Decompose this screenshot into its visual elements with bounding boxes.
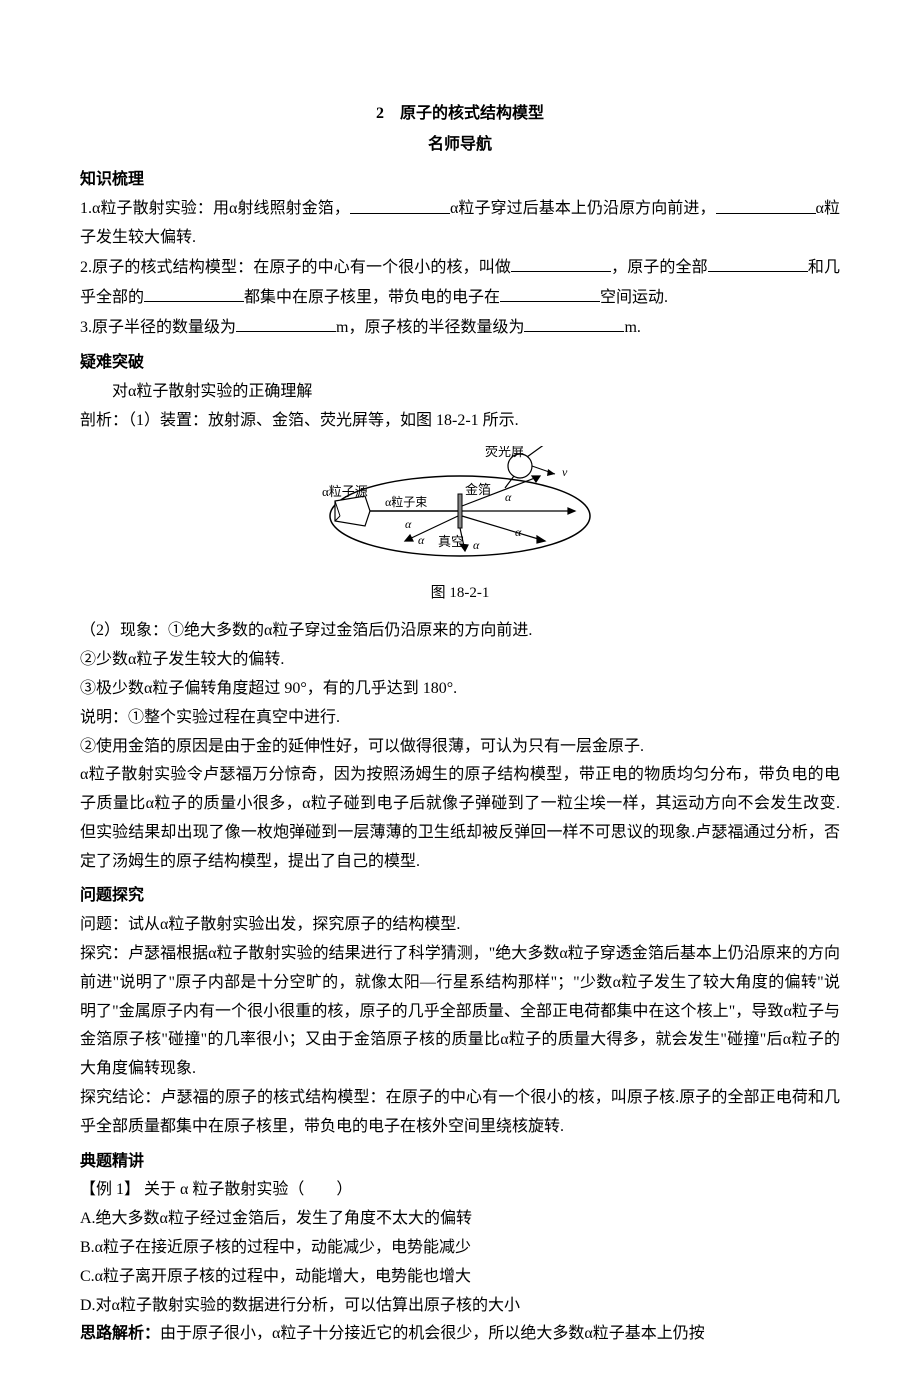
label-foil: 金箔 — [465, 482, 491, 497]
text-segment: m. — [624, 319, 640, 336]
gold-foil-icon — [458, 494, 462, 528]
phenomena-label: （2）现象： — [80, 622, 168, 639]
option-b: B.α粒子在接近原子核的过程中，动能减少，电势能减少 — [80, 1234, 840, 1263]
label-source: α粒子源 — [322, 484, 368, 499]
example-question: 关于 α 粒子散射实验（ ） — [140, 1181, 352, 1198]
blank-fill — [524, 313, 624, 332]
text-segment: 空间运动. — [600, 289, 668, 306]
blank-fill — [511, 253, 611, 272]
blank-fill — [236, 313, 336, 332]
sub-title: 名师导航 — [80, 131, 840, 160]
note-text: ①整个实验过程在真空中进行. — [128, 709, 340, 726]
analysis-text: 由于原子很小，α粒子十分接近它的机会很少，所以绝大多数α粒子基本上仍按 — [160, 1325, 705, 1342]
scattering-diagram: 荧光屏 v α粒子源 α粒子束 金箔 真空 α α α α α — [310, 446, 610, 566]
section-inquiry: 问题探究 — [80, 882, 840, 911]
label-vacuum: 真空 — [438, 534, 464, 549]
inquiry-conclusion: 探究结论：卢瑟福的原子的核式结构模型：在原子的中心有一个很小的核，叫原子核.原子… — [80, 1084, 840, 1142]
label-screen: 荧光屏 — [485, 446, 524, 459]
question-text: 试从α粒子散射实验出发，探究原子的结构模型. — [128, 916, 460, 933]
explore-text: 卢瑟福根据α粒子散射实验的结果进行了科学猜测，"绝大多数α粒子穿透金箔后基本上仍… — [80, 945, 840, 1077]
explore-label: 探究： — [80, 945, 128, 962]
example-analysis: 思路解析：由于原子很小，α粒子十分接近它的机会很少，所以绝大多数α粒子基本上仍按 — [80, 1320, 840, 1349]
section-knowledge: 知识梳理 — [80, 166, 840, 195]
blank-fill — [350, 194, 450, 213]
option-c: C.α粒子离开原子核的过程中，动能增大，电势能也增大 — [80, 1263, 840, 1292]
example-label: 【例 1】 — [80, 1181, 140, 1198]
text-segment: 1.α粒子散射实验：用α射线照射金箔， — [80, 201, 350, 218]
blank-fill — [708, 253, 808, 272]
main-title: 2 原子的核式结构模型 — [80, 100, 840, 129]
analysis-text: （1）装置：放射源、金箔、荧光屏等，如图 18-2-1 所示. — [128, 412, 519, 429]
phenomena-text: ①绝大多数的α粒子穿过金箔后仍沿原来的方向前进. — [168, 622, 532, 639]
section-examples: 典题精讲 — [80, 1148, 840, 1177]
analysis-label: 剖析： — [80, 412, 128, 429]
text-segment: α粒子穿过后基本上仍沿原方向前进， — [450, 201, 716, 218]
phenomena-2-3: ③极少数α粒子偏转角度超过 90°，有的几乎达到 180°. — [80, 675, 840, 704]
label-alpha: α — [515, 525, 522, 539]
knowledge-item-1: 1.α粒子散射实验：用α射线照射金箔，α粒子穿过后基本上仍沿原方向前进，α粒子发… — [80, 194, 840, 253]
note-label: 说明： — [80, 709, 128, 726]
conclusion-label: 探究结论： — [80, 1089, 160, 1106]
figure-caption: 图 18-2-1 — [80, 580, 840, 607]
label-alpha: α — [473, 538, 480, 552]
difficulty-intro: 对α粒子散射实验的正确理解 — [80, 378, 840, 407]
option-a: A.绝大多数α粒子经过金箔后，发生了角度不太大的偏转 — [80, 1205, 840, 1234]
note-1: 说明：①整个实验过程在真空中进行. — [80, 704, 840, 733]
knowledge-item-2: 2.原子的核式结构模型：在原子的中心有一个很小的核，叫做，原子的全部和几乎全部的… — [80, 253, 840, 313]
text-segment: 都集中在原子核里，带负电的电子在 — [244, 289, 500, 306]
difficulty-analysis: 剖析：（1）装置：放射源、金箔、荧光屏等，如图 18-2-1 所示. — [80, 407, 840, 436]
blank-fill — [144, 283, 244, 302]
label-v: v — [562, 465, 568, 479]
example-1: 【例 1】 关于 α 粒子散射实验（ ） — [80, 1176, 840, 1205]
label-beam: α粒子束 — [385, 494, 427, 509]
figure-18-2-1: 荧光屏 v α粒子源 α粒子束 金箔 真空 α α α α α 图 18-2-1 — [80, 446, 840, 608]
text-segment: m，原子核的半径数量级为 — [336, 319, 524, 336]
question-label: 问题： — [80, 916, 128, 933]
phenomena-2: （2）现象：①绝大多数的α粒子穿过金箔后仍沿原来的方向前进. — [80, 617, 840, 646]
analysis-label: 思路解析： — [80, 1325, 160, 1342]
section-difficulty: 疑难突破 — [80, 349, 840, 378]
text-segment: 3.原子半径的数量级为 — [80, 319, 236, 336]
blank-fill — [500, 283, 600, 302]
difficulty-paragraph: α粒子散射实验令卢瑟福万分惊奇，因为按照汤姆生的原子结构模型，带正电的物质均匀分… — [80, 761, 840, 876]
text-segment: 2.原子的核式结构模型：在原子的中心有一个很小的核，叫做 — [80, 259, 511, 276]
label-alpha: α — [505, 490, 512, 504]
knowledge-item-3: 3.原子半径的数量级为 m，原子核的半径数量级为 m. — [80, 313, 840, 343]
phenomena-2-2: ②少数α粒子发生较大的偏转. — [80, 646, 840, 675]
inquiry-explore: 探究：卢瑟福根据α粒子散射实验的结果进行了科学猜测，"绝大多数α粒子穿透金箔后基… — [80, 940, 840, 1084]
alpha-source-icon — [335, 496, 370, 526]
conclusion-text: 卢瑟福的原子的核式结构模型：在原子的中心有一个很小的核，叫原子核.原子的全部正电… — [80, 1089, 840, 1135]
label-alpha: α — [405, 517, 412, 531]
note-2: ②使用金箔的原因是由于金的延伸性好，可以做得很薄，可认为只有一层金原子. — [80, 733, 840, 762]
label-alpha: α — [418, 533, 425, 547]
text-segment: ，原子的全部 — [611, 259, 708, 276]
blank-fill — [716, 194, 816, 213]
option-d: D.对α粒子散射实验的数据进行分析，可以估算出原子核的大小 — [80, 1292, 840, 1321]
inquiry-question: 问题：试从α粒子散射实验出发，探究原子的结构模型. — [80, 911, 840, 940]
